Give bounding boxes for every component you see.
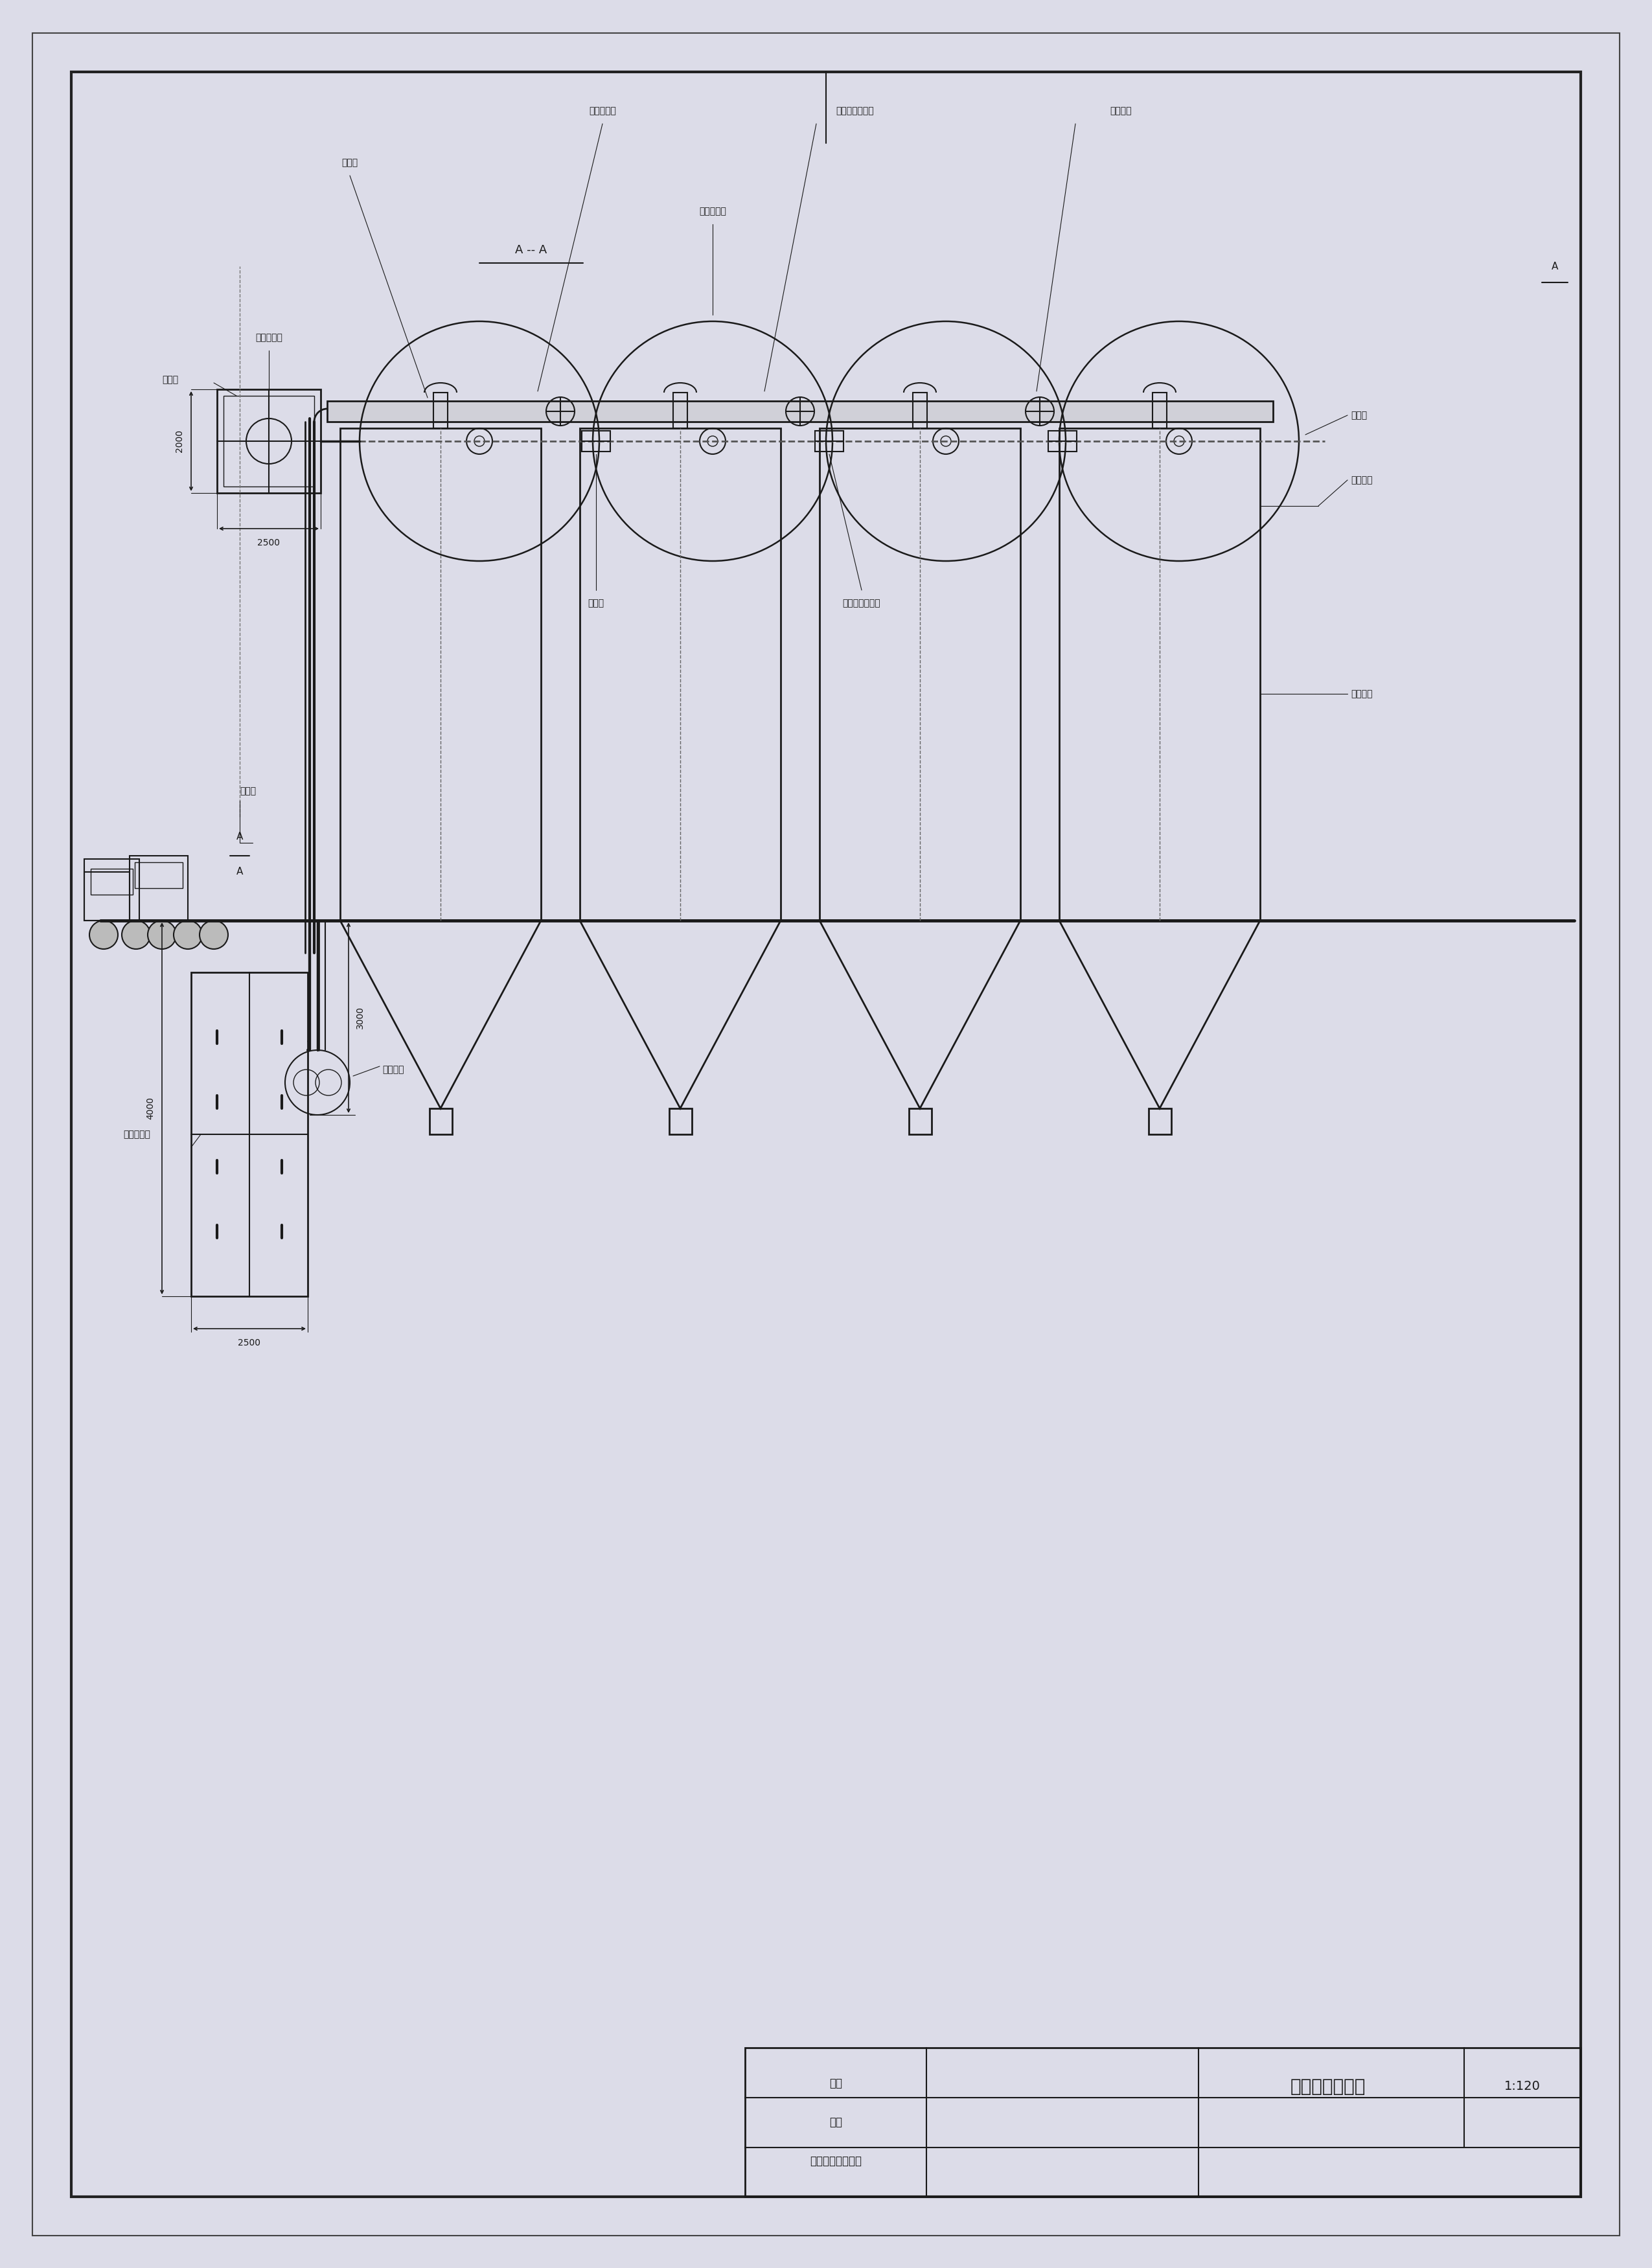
Text: 进料口: 进料口 [240,787,256,796]
Bar [1153,392,1166,429]
Bar [430,1109,453,1134]
Text: 压力真空释放阀: 压力真空释放阀 [843,599,881,608]
Text: 2500: 2500 [258,538,281,547]
Text: 1:120: 1:120 [1505,2080,1541,2093]
Text: A: A [236,866,243,878]
Bar [91,869,132,894]
Text: 3000: 3000 [355,1007,365,1030]
Text: A: A [236,832,243,841]
Text: 校核: 校核 [829,2116,843,2127]
Circle shape [173,921,202,948]
Text: A: A [1551,261,1558,272]
Text: 低料位计: 低料位计 [1351,689,1373,699]
Circle shape [940,435,952,447]
Text: 气力提升泵: 气力提升泵 [256,333,282,342]
Text: 进料口: 进料口 [162,374,178,383]
Text: 料位计: 料位计 [1351,411,1368,420]
Bar [1059,429,1260,921]
Text: 屋顶送通管: 屋顶送通管 [588,107,616,116]
Text: 巩义市富成机械厂: 巩义市富成机械厂 [809,2155,862,2166]
Text: 屋顶送通管: 屋顶送通管 [699,206,727,215]
Text: 2500: 2500 [238,1338,261,1347]
Text: 耐磨弯头: 耐磨弯头 [1110,107,1132,116]
Text: 2000: 2000 [175,431,183,454]
Bar [1049,431,1077,451]
Text: 双路阀: 双路阀 [342,159,358,168]
Bar [433,392,448,429]
Bar [84,860,139,921]
Bar [909,1109,932,1134]
Circle shape [200,921,228,948]
Bar [340,429,540,921]
Text: 高料位计: 高料位计 [1351,476,1373,485]
Circle shape [1175,435,1184,447]
Bar [582,431,610,451]
Text: 双路阀: 双路阀 [588,599,605,608]
Text: 罗茨风机: 罗茨风机 [382,1066,405,1075]
Circle shape [707,435,719,447]
Bar [669,1109,692,1134]
Circle shape [147,921,177,948]
Bar [819,429,1021,921]
Bar [223,397,314,488]
Bar [745,2048,1581,2198]
Bar [1148,1109,1171,1134]
Bar [580,429,781,921]
Text: 制图: 制图 [829,2077,843,2089]
Text: 压力真空释放阀: 压力真空释放阀 [836,107,874,116]
Bar [914,392,927,429]
Text: 4000: 4000 [145,1098,155,1120]
Text: A -- A: A -- A [515,245,547,256]
Bar [192,973,307,1297]
Bar [327,401,1274,422]
Circle shape [122,921,150,948]
Circle shape [89,921,117,948]
Bar [84,871,129,921]
Bar [129,855,188,921]
Bar [814,431,844,451]
Circle shape [474,435,484,447]
Bar [672,392,687,429]
Bar [135,862,183,889]
Bar [216,390,320,492]
Text: 气力输送示意图: 气力输送示意图 [1290,2077,1366,2096]
Text: 气力提升泵: 气力提升泵 [124,1129,150,1139]
